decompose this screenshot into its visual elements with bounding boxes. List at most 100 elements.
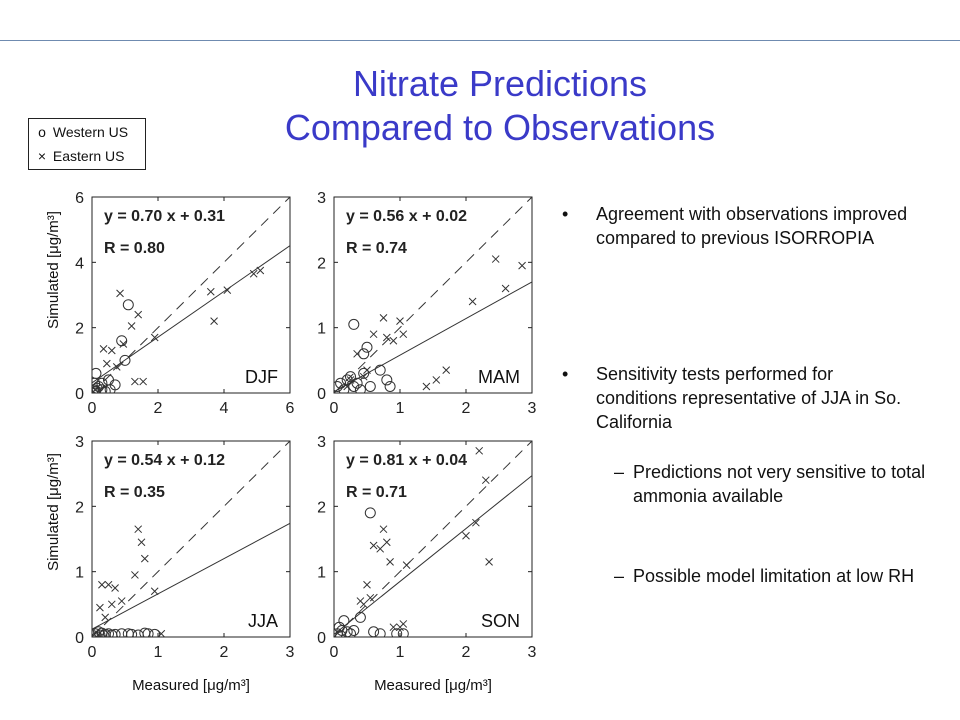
western-point xyxy=(92,387,101,393)
correlation-label: R = 0.74 xyxy=(346,240,407,257)
x-tick-label: 3 xyxy=(528,400,537,417)
western-point xyxy=(116,335,128,347)
eastern-point xyxy=(107,346,116,355)
eastern-point xyxy=(363,366,371,374)
plot-frame xyxy=(333,196,533,394)
bullet-text-2: Sensitivity tests performed for conditio… xyxy=(596,364,902,432)
eastern-point xyxy=(134,310,143,319)
western-point xyxy=(142,628,154,637)
eastern-point xyxy=(112,363,121,371)
panel-son: 0 1 2 3 0 1 2 3 y = 0.81 x + 0.04 R = 0.71 SON xyxy=(317,434,536,661)
eastern-point xyxy=(102,359,111,368)
eastern-point xyxy=(140,554,149,563)
eastern-point xyxy=(481,476,490,485)
eastern-point xyxy=(432,376,441,384)
eastern-point xyxy=(402,561,411,569)
eastern-point xyxy=(422,382,431,391)
western-point xyxy=(391,628,403,637)
eastern-point xyxy=(150,587,159,596)
x-tick-label: 3 xyxy=(286,644,295,661)
western-point xyxy=(354,384,366,393)
western-point xyxy=(149,628,161,637)
fit-equation: y = 0.70 x + 0.31 xyxy=(104,208,225,225)
eastern-point xyxy=(389,336,398,345)
western-point xyxy=(122,299,134,311)
western-point xyxy=(374,364,386,376)
x-tick-label: 2 xyxy=(220,644,229,661)
western-point xyxy=(119,354,131,366)
eastern-point xyxy=(223,286,232,294)
western-point xyxy=(103,628,114,637)
eastern-point xyxy=(369,541,378,550)
eastern-point xyxy=(363,580,371,589)
western-point xyxy=(109,628,121,637)
one-to-one-line xyxy=(334,441,532,637)
y-tick-label: 1 xyxy=(317,565,326,582)
y-tick-label: 2 xyxy=(75,499,84,516)
eastern-point xyxy=(346,376,355,384)
eastern-point xyxy=(396,317,404,325)
season-label: MAM xyxy=(478,367,520,387)
correlation-label: R = 0.71 xyxy=(346,484,407,501)
eastern-point xyxy=(116,289,124,298)
legend-label-eastern: Eastern US xyxy=(52,148,125,164)
eastern-point xyxy=(359,600,368,609)
plot-frame xyxy=(91,440,291,638)
western-point xyxy=(345,628,356,637)
western-point xyxy=(348,624,360,636)
fit-equation: y = 0.56 x + 0.02 xyxy=(346,208,467,225)
eastern-point xyxy=(353,349,361,358)
fit-equation: y = 0.54 x + 0.12 xyxy=(104,452,225,469)
one-to-one-line xyxy=(334,197,532,393)
plot-frame xyxy=(91,196,291,394)
western-point xyxy=(106,629,118,637)
x-tick-label: 3 xyxy=(528,644,537,661)
season-label: SON xyxy=(481,611,520,631)
chart-legend: o Western US × Eastern US xyxy=(28,118,146,170)
season-label: JJA xyxy=(248,611,278,631)
western-point xyxy=(94,629,106,637)
eastern-point xyxy=(376,544,385,553)
eastern-point xyxy=(379,525,388,534)
western-point xyxy=(348,318,360,330)
panel-jja: 0 1 2 3 0 1 2 3 y = 0.54 x + 0.12 R = 0.35 JJA xyxy=(75,434,294,661)
eastern-point xyxy=(256,266,265,275)
eastern-point xyxy=(491,255,500,263)
circle-marker-icon: o xyxy=(38,124,46,140)
bullet-icon: • xyxy=(562,364,569,384)
western-point xyxy=(364,507,376,519)
top-rule xyxy=(0,40,960,41)
eastern-point xyxy=(210,317,218,325)
eastern-point xyxy=(359,372,368,381)
eastern-point xyxy=(131,571,139,579)
y-axis-label: Simulated [μg/m³] xyxy=(45,453,62,571)
y-tick-label: 3 xyxy=(317,190,326,207)
eastern-point xyxy=(131,377,139,386)
eastern-point xyxy=(134,525,143,534)
y-tick-label: 2 xyxy=(75,321,84,338)
eastern-point xyxy=(101,613,110,622)
western-point xyxy=(384,380,396,392)
x-tick-label: 1 xyxy=(396,644,405,661)
y-tick-label: 1 xyxy=(317,321,326,338)
eastern-point xyxy=(442,366,451,374)
eastern-point xyxy=(462,531,470,540)
dash-icon: – xyxy=(614,566,625,586)
y-tick-label: 3 xyxy=(75,434,84,451)
y-tick-label: 6 xyxy=(75,190,84,207)
western-point xyxy=(338,615,350,627)
western-point xyxy=(348,380,360,392)
eastern-point xyxy=(137,538,146,547)
fit-line xyxy=(92,245,290,384)
western-point xyxy=(364,380,376,392)
western-point xyxy=(351,377,363,389)
eastern-point xyxy=(104,580,113,589)
x-tick-label: 0 xyxy=(88,400,97,417)
bullet-text-1: Agreement with observations improved com… xyxy=(596,204,908,248)
fit-equation: y = 0.81 x + 0.04 xyxy=(346,452,467,469)
eastern-point xyxy=(96,603,104,612)
western-point xyxy=(381,374,393,386)
x-tick-label: 4 xyxy=(220,400,229,417)
y-axis-label: Simulated [μg/m³] xyxy=(45,211,62,329)
